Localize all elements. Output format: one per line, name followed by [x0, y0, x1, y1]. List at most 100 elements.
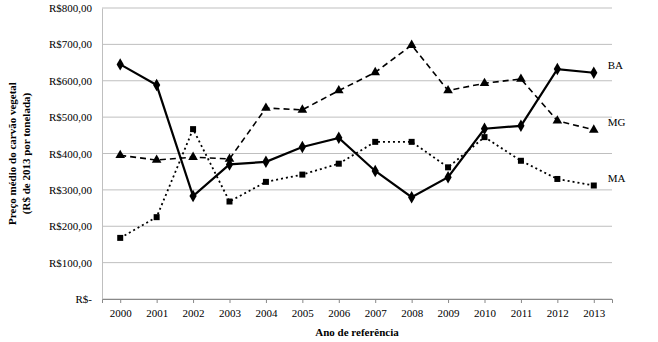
- y-tick-label: R$600,00: [49, 75, 93, 87]
- x-tick-mark: [412, 299, 413, 303]
- y-axis-line: [102, 9, 103, 300]
- x-tick: 2001: [146, 299, 168, 319]
- x-tick-mark: [521, 299, 522, 303]
- x-tick-label: 2004: [255, 307, 278, 319]
- marker: [152, 154, 162, 162]
- marker: [261, 102, 271, 110]
- marker: [335, 132, 342, 144]
- y-tick: R$600,00: [49, 75, 102, 87]
- marker: [298, 104, 308, 112]
- x-tick-mark: [485, 299, 486, 303]
- series-label: MG: [608, 116, 626, 128]
- x-tick-label: 2006: [328, 307, 351, 319]
- grid-line: [102, 262, 612, 263]
- x-tick: 2003: [219, 299, 242, 319]
- marker: [481, 123, 488, 135]
- y-tick: R$700,00: [49, 38, 102, 50]
- marker: [482, 134, 488, 140]
- x-tick-mark: [594, 299, 595, 303]
- series-markers: [115, 40, 598, 163]
- x-tick-mark: [157, 299, 158, 303]
- x-tick: 2011: [511, 299, 533, 319]
- x-tick: 2009: [438, 299, 461, 319]
- marker: [227, 199, 233, 205]
- y-tick: R$200,00: [49, 220, 102, 232]
- marker: [299, 141, 306, 153]
- x-tick-mark: [339, 299, 340, 303]
- y-axis-title-line: Preço médio do carvão vegetal: [6, 82, 18, 225]
- x-tick: 2010: [474, 299, 497, 319]
- marker: [263, 179, 269, 185]
- x-tick: 2000: [110, 299, 132, 319]
- x-tick-label: 2007: [365, 307, 388, 319]
- marker: [553, 115, 563, 123]
- x-tick-mark: [193, 299, 194, 303]
- x-tick-label: 2002: [183, 307, 205, 319]
- marker: [589, 124, 599, 132]
- grid-line: [102, 44, 612, 45]
- x-axis-line: [103, 300, 613, 304]
- y-tick-label: R$400,00: [49, 148, 93, 160]
- y-tick-label: R$800,00: [49, 2, 93, 14]
- marker: [189, 190, 196, 202]
- marker: [591, 183, 597, 189]
- x-tick-mark: [120, 299, 121, 303]
- marker: [407, 40, 417, 48]
- x-tick: 2006: [328, 299, 351, 319]
- x-tick-mark: [557, 299, 558, 303]
- marker: [117, 58, 124, 70]
- x-tick: 2008: [401, 299, 424, 319]
- marker: [154, 214, 160, 220]
- x-tick-mark: [230, 299, 231, 303]
- x-tick-label: 2010: [474, 307, 497, 319]
- y-axis: R$- R$100,00 R$200,00 R$300,00 R$400,00 R$500…: [49, 2, 103, 305]
- marker: [480, 78, 490, 86]
- marker: [516, 73, 526, 81]
- series-line: [120, 45, 594, 160]
- x-tick-label: 2001: [146, 307, 168, 319]
- marker: [518, 158, 524, 164]
- series-markers: [117, 126, 597, 241]
- marker: [153, 79, 160, 91]
- x-tick: 2013: [583, 299, 606, 319]
- marker: [408, 191, 415, 203]
- marker: [372, 139, 378, 145]
- y-tick: R$100,00: [49, 257, 102, 269]
- marker: [554, 176, 560, 182]
- x-tick-label: 2003: [219, 307, 242, 319]
- y-tick-label: R$700,00: [49, 38, 93, 50]
- y-tick: R$500,00: [49, 111, 102, 123]
- marker: [188, 152, 198, 160]
- marker: [517, 120, 524, 132]
- grid-line: [102, 226, 612, 227]
- series-markers: [117, 58, 598, 203]
- x-tick-label: 2000: [110, 307, 132, 319]
- y-tick-label: R$200,00: [49, 220, 93, 232]
- x-tick: 2012: [547, 299, 569, 319]
- x-axis: 2000200120022003200420052006200720082009…: [103, 299, 613, 319]
- y-tick: R$400,00: [49, 148, 102, 160]
- grid-line: [102, 189, 612, 190]
- y-tick: R$800,00: [49, 2, 102, 14]
- y-tick-label: R$500,00: [49, 111, 93, 123]
- marker: [590, 67, 597, 79]
- marker: [409, 139, 415, 145]
- y-tick: R$-: [76, 293, 103, 305]
- x-tick-mark: [448, 299, 449, 303]
- x-tick-label: 2011: [511, 307, 533, 319]
- y-tick-label: R$-: [76, 293, 93, 305]
- x-tick-label: 2012: [547, 307, 569, 319]
- x-tick-mark: [302, 299, 303, 303]
- marker: [554, 63, 561, 75]
- marker: [190, 126, 196, 132]
- marker: [117, 235, 123, 241]
- x-tick-label: 2008: [401, 307, 424, 319]
- grid-line: [102, 8, 612, 9]
- series-label: MA: [608, 172, 626, 184]
- y-tick: R$300,00: [49, 184, 102, 196]
- x-tick: 2002: [183, 299, 205, 319]
- marker: [336, 161, 342, 167]
- series-label: BA: [608, 59, 623, 71]
- x-tick-mark: [266, 299, 267, 303]
- series-line: [120, 64, 594, 197]
